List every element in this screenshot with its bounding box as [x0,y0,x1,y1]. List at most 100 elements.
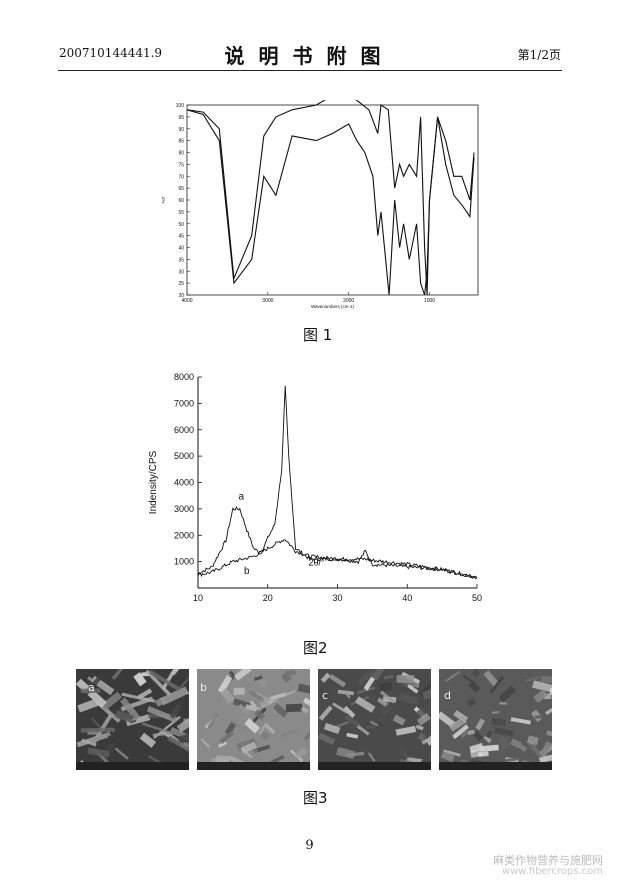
sem-panel-label-a: a [88,681,95,694]
sem-image-d: d [439,669,552,770]
y-tick-label: 70 [178,174,184,180]
sem-texture [169,703,182,720]
sem-texture [142,722,176,736]
sem-texture [407,684,419,694]
sem-texture [383,675,394,680]
sem-texture [329,673,347,688]
page-number: 9 [305,838,314,853]
xrd-series-a [197,385,478,580]
sem-texture [466,698,477,708]
sem-texture [510,738,522,749]
x-tick-label: 4000 [181,298,192,304]
sem-texture [392,714,406,726]
sem-texture [281,671,292,683]
y-tick-label: 45 [178,234,184,240]
series-label-b: b [244,566,250,577]
x-tick-label: 30 [332,593,342,603]
x-axis-label: 2θ/° [309,558,326,568]
sem-texture [527,735,539,746]
sem-texture [248,689,264,702]
sem-texture [496,735,510,749]
sem-texture [550,687,552,695]
sem-texture [344,691,351,699]
y-tick-label: 95 [178,115,184,121]
x-tick-label: 50 [472,593,482,603]
sem-texture [415,724,424,731]
sem-texture [396,675,415,683]
sem-texture [260,731,271,742]
x-tick-label: 2000 [343,298,354,304]
sem-texture [468,680,481,693]
sem-texture [167,735,189,755]
sem-texture [253,744,271,754]
sem-texture [318,687,331,699]
sem-texture [379,681,393,692]
series-label-a: a [238,492,244,503]
sem-texture [467,729,475,736]
sem-texture [376,697,390,708]
sem-texture [546,730,552,738]
sem-texture [365,725,376,729]
sem-texture [479,744,499,752]
ir-spectrum-line-1 [186,100,475,296]
sem-texture [217,675,233,694]
sem-texture [285,669,297,677]
sem-texture [399,748,410,761]
sem-texture [303,730,310,741]
sem-image-c: c [318,669,431,770]
sem-texture [139,732,157,748]
sem-texture [87,747,110,758]
patent-number: 200710144441.9 [59,46,163,60]
y-tick-label: 50 [178,222,184,228]
y-tick-label: 65 [178,186,184,192]
sem-texture [215,755,230,764]
sem-scale-bar [439,762,552,770]
y-tick-label: 40 [178,246,184,252]
sem-texture [114,747,129,760]
sem-texture [540,675,552,684]
sem-texture [538,753,552,764]
y-tick-label: 85 [178,139,184,145]
sem-texture [137,688,153,700]
sem-texture [90,731,111,744]
y-tick-label: 2000 [174,530,194,540]
sem-texture [331,702,348,714]
sem-texture [379,690,396,704]
ir-spectrum-line-2 [186,109,475,296]
sem-texture [294,747,308,760]
y-tick-label: 4000 [174,478,194,488]
figure-3-caption: 图3 [303,789,328,807]
sem-texture [535,715,552,720]
sem-texture [297,683,310,695]
sem-scale-bar [197,762,310,770]
sem-texture [524,676,539,683]
sem-texture [121,692,156,703]
sem-texture [253,709,266,721]
sem-texture [300,706,309,714]
sem-texture [533,689,548,704]
sem-texture [148,669,181,692]
y-tick-label: 75 [178,162,184,168]
sem-texture [234,669,252,681]
sem-texture [472,730,484,742]
sem-texture [422,687,431,700]
sem-texture [218,741,228,748]
sem-texture [367,752,376,762]
sem-texture [357,669,376,686]
x-tick-label: 10 [193,593,203,603]
x-tick-label: 40 [402,593,412,603]
sem-scale-bar [318,762,431,770]
sem-texture [228,670,237,678]
xrd-series-b [197,539,478,579]
sem-texture [483,670,499,687]
sem-texture [80,727,115,733]
sem-texture [219,688,235,704]
sem-texture [249,700,257,708]
y-tick-label: 100 [176,103,185,109]
sem-texture [318,705,333,721]
y-tick-label: 90 [178,127,184,133]
sem-texture [233,687,245,696]
sem-texture [224,720,237,736]
sem-texture [320,672,331,683]
sem-texture [90,717,103,731]
